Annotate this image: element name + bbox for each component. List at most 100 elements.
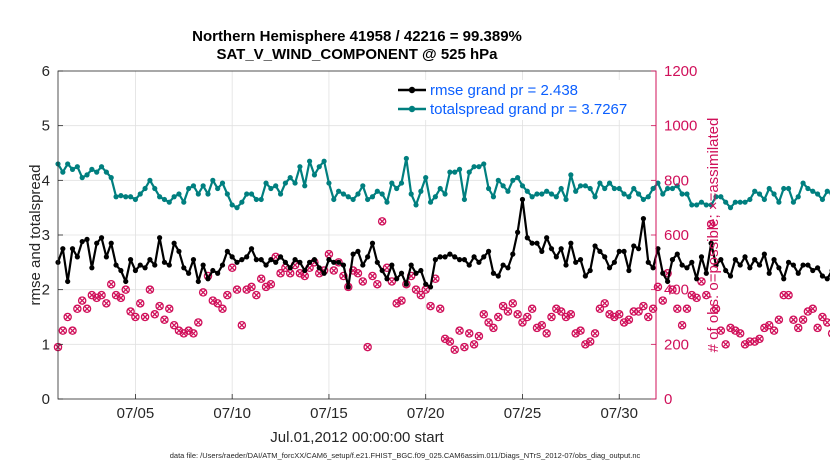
- totalspread-point: [592, 194, 598, 200]
- obs-point: [721, 340, 730, 349]
- obs-possible-marker: [435, 304, 445, 314]
- obs-assimilated-marker: [131, 313, 139, 321]
- obs-assimilated-marker: [514, 310, 522, 318]
- totalspread-point: [98, 164, 105, 170]
- obs-point: [634, 307, 643, 316]
- x-tick-label-0: 07/05: [117, 405, 155, 422]
- obs-possible-marker: [145, 285, 155, 294]
- obs-assimilated-marker: [243, 286, 251, 294]
- legend-label-totalspread: totalspread grand pr = 3.7267: [430, 101, 627, 118]
- rmse-point: [732, 257, 738, 263]
- obs-possible-marker: [818, 312, 827, 322]
- rmse-point: [442, 254, 448, 260]
- totalspread-point: [597, 180, 603, 186]
- totalspread-point: [166, 199, 172, 205]
- obs-possible-marker: [639, 301, 648, 311]
- obs-point: [576, 326, 585, 335]
- rmse-point: [263, 262, 269, 268]
- obs-possible-marker: [716, 326, 726, 335]
- obs-possible-marker: [160, 315, 169, 324]
- totalspread-point: [471, 164, 477, 170]
- obs-point: [827, 329, 830, 338]
- obs-possible-marker: [339, 271, 348, 281]
- rmse-point: [190, 257, 197, 263]
- rmse-point: [814, 265, 821, 271]
- left-tick-label-5: 5: [42, 118, 50, 135]
- obs-possible-marker: [605, 310, 614, 319]
- totalspread-point: [379, 191, 385, 197]
- totalspread-point: [800, 180, 806, 186]
- obs-point: [735, 329, 745, 338]
- obs-possible-marker: [498, 301, 508, 311]
- totalspread-point: [771, 191, 777, 197]
- chart-subtitle: SAT_V_WIND_COMPONENT @ 525 hPa: [216, 46, 498, 63]
- obs-point: [644, 312, 653, 322]
- obs-possible-marker: [73, 304, 82, 314]
- obs-assimilated-marker: [190, 329, 197, 337]
- obs-possible-marker: [213, 299, 222, 308]
- obs-assimilated-marker: [635, 308, 643, 315]
- obs-possible-marker: [329, 266, 339, 275]
- rmse-point: [621, 248, 627, 254]
- rmse-point: [205, 276, 211, 282]
- obs-point: [711, 304, 721, 314]
- totalspread-point: [384, 199, 390, 205]
- obs-point: [179, 329, 189, 338]
- rmse-point: [394, 276, 400, 282]
- rmse-point: [694, 276, 700, 282]
- obs-possible-marker: [629, 307, 638, 316]
- totalspread-point: [137, 191, 143, 197]
- obs-assimilated-marker: [107, 280, 115, 288]
- obs-possible-marker: [566, 310, 576, 319]
- obs-possible-marker: [527, 304, 537, 314]
- rmse-point: [345, 284, 351, 290]
- obs-assimilated-marker: [528, 305, 536, 313]
- totalspread-point: [766, 185, 772, 192]
- obs-point: [561, 312, 571, 322]
- rmse-point: [60, 246, 66, 252]
- obs-possible-marker: [600, 299, 609, 308]
- obs-possible-marker: [634, 307, 643, 316]
- obs-point: [440, 334, 450, 344]
- obs-point: [397, 296, 406, 305]
- obs-point: [740, 340, 750, 349]
- obs-point: [460, 342, 469, 352]
- obs-assimilated-marker: [562, 313, 570, 321]
- totalspread-point: [297, 164, 303, 170]
- x-tick-label-2: 07/15: [310, 405, 348, 422]
- obs-point: [614, 310, 624, 319]
- rmse-point: [98, 235, 105, 241]
- obs-point: [610, 312, 619, 322]
- rmse-point: [210, 267, 216, 274]
- obs-point: [469, 340, 479, 349]
- rmse-point: [137, 262, 143, 268]
- obs-point: [760, 323, 769, 333]
- rmse-point: [336, 259, 342, 265]
- obs-assimilated-marker: [214, 299, 222, 307]
- obs-possible-marker: [392, 299, 401, 308]
- obs-assimilated-marker: [228, 264, 236, 272]
- rmse-point: [519, 196, 526, 203]
- totalspread-point: [263, 180, 269, 186]
- obs-point: [494, 312, 503, 322]
- obs-possible-marker: [169, 320, 179, 330]
- totalspread-point: [665, 185, 671, 192]
- obs-point: [445, 337, 455, 346]
- obs-point: [266, 279, 276, 289]
- obs-possible-marker: [542, 329, 551, 338]
- obs-assimilated-marker: [722, 340, 730, 348]
- obs-assimilated-marker: [301, 272, 309, 280]
- obs-point: [368, 271, 377, 281]
- obs-assimilated-marker: [673, 305, 681, 313]
- obs-possible-marker: [668, 285, 677, 294]
- obs-assimilated-marker: [538, 321, 546, 329]
- totalspread-point: [553, 194, 559, 200]
- totalspread-point: [234, 205, 240, 211]
- rmse-point: [186, 270, 192, 276]
- obs-possible-marker: [223, 290, 232, 300]
- obs-assimilated-marker: [698, 278, 705, 285]
- chart-title: Northern Hemisphere 41958 / 42216 = 99.3…: [192, 28, 522, 45]
- totalspread-point: [432, 194, 438, 200]
- totalspread-point: [558, 185, 564, 192]
- obs-assimilated-marker: [69, 327, 76, 335]
